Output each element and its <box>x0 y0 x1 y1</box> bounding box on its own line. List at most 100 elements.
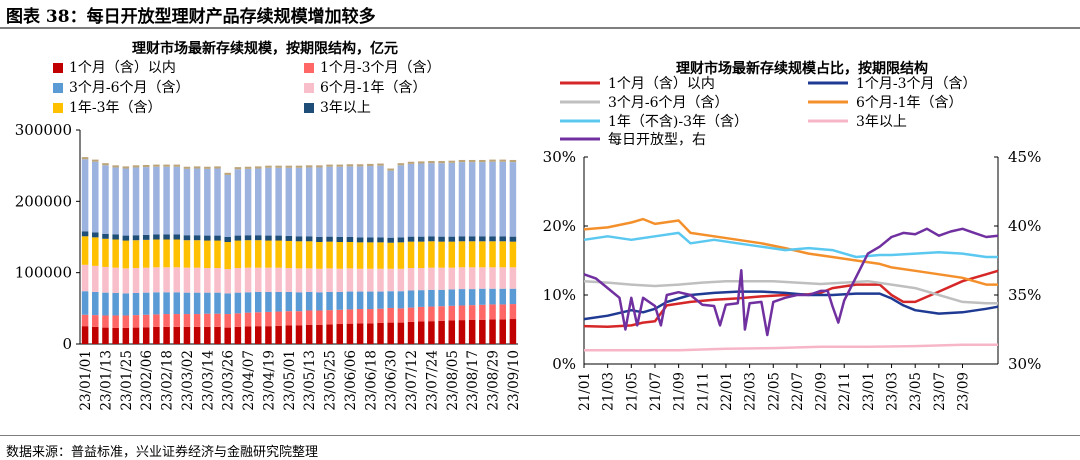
bar-segment <box>214 326 221 344</box>
x-tick-label: 23/07/12 <box>404 350 420 411</box>
figure-title: 图表 38：每日开放型理财产品存续规模增加较多 <box>6 7 376 27</box>
bar-segment <box>285 165 293 168</box>
bar-segment <box>254 291 262 313</box>
bar-segment <box>458 236 466 242</box>
bar-segment <box>316 310 323 325</box>
y-right-tick-label: 35% <box>1008 286 1041 304</box>
bar-segment <box>193 267 201 293</box>
bar-segment <box>468 267 476 290</box>
bar-segment <box>509 267 517 289</box>
bar-segment <box>295 311 303 326</box>
bar-segment <box>234 292 242 314</box>
bar-segment <box>479 288 486 305</box>
x-tick-label: 22/03 <box>743 372 759 411</box>
bar-segment <box>163 292 170 315</box>
bar-segment <box>428 241 435 268</box>
bar-segment <box>153 326 160 344</box>
bar-segment <box>509 304 517 320</box>
bar-segment <box>367 291 374 310</box>
legend-label: 6个月-1年（含） <box>320 80 427 96</box>
bar-segment <box>468 159 476 163</box>
bar-segment <box>346 241 354 269</box>
bar-segment <box>173 314 181 327</box>
bar-segment <box>244 240 252 268</box>
legend-label: 1年-3年（含） <box>69 100 162 116</box>
bar-segment <box>346 237 354 242</box>
bar-segment <box>448 267 456 290</box>
bar-segment <box>356 237 364 243</box>
x-tick-label: 23/01/01 <box>78 350 94 411</box>
bar-segment <box>346 291 354 310</box>
bar-segment <box>244 166 252 169</box>
bar-segment <box>367 323 374 344</box>
bar-segment <box>81 326 89 344</box>
bar-segment <box>489 159 496 162</box>
bar-segment <box>326 166 333 237</box>
legend-label: 每日开放型，右 <box>608 132 706 148</box>
bar-segment <box>295 292 303 312</box>
x-tick-label: 21/07 <box>648 372 664 411</box>
bar-segment <box>438 306 445 321</box>
bar-segment <box>275 240 282 268</box>
bar-segment <box>112 239 119 268</box>
bar-segment <box>265 167 272 236</box>
bar-segment <box>163 164 170 167</box>
bar-segment <box>438 161 445 164</box>
x-tick-label: 23/08/29 <box>486 350 502 411</box>
bar-segment <box>367 242 374 269</box>
x-tick-label: 23/01 <box>861 372 877 411</box>
bar-segment <box>489 161 496 237</box>
legend-label: 3年以上 <box>856 114 907 130</box>
bar-segment <box>275 311 282 326</box>
bar-segment <box>377 291 384 309</box>
bar-segment <box>224 327 231 344</box>
bar-segment <box>316 167 323 237</box>
bar-segment <box>92 326 99 344</box>
bar-segment <box>387 291 394 308</box>
bar-segment <box>265 311 272 327</box>
bar-segment <box>173 267 181 293</box>
bar-segment <box>224 269 231 294</box>
bar-segment <box>387 242 394 269</box>
bar-segment <box>224 241 231 270</box>
bar-segment <box>163 267 170 293</box>
bar-segment <box>122 168 130 236</box>
bar-segment <box>305 268 313 292</box>
bar-segment <box>367 268 374 292</box>
bar-segment <box>153 267 160 293</box>
bar-segment <box>448 241 456 268</box>
bar-segment <box>346 309 354 324</box>
bar-segment <box>142 327 150 344</box>
bar-segment <box>397 268 405 292</box>
bar-segment <box>489 267 496 289</box>
legend-label: 3年以上 <box>320 100 371 116</box>
legend-swatch <box>53 63 63 73</box>
bar-segment <box>142 292 150 315</box>
bar-segment <box>275 235 282 241</box>
bar-segment <box>214 268 221 293</box>
bar-segment <box>183 267 191 293</box>
bar-segment <box>458 241 466 268</box>
bar-segment <box>112 234 119 240</box>
x-tick-label: 23/05 <box>908 372 924 411</box>
bar-segment <box>479 304 486 320</box>
bar-segment <box>438 320 445 344</box>
y-left-tick-label: 30% <box>543 148 576 166</box>
bar-segment <box>102 163 109 166</box>
bar-segment <box>204 235 211 241</box>
bar-segment <box>102 315 109 328</box>
bar-segment <box>214 292 221 314</box>
bar-segment <box>193 168 201 236</box>
bar-segment <box>305 291 313 311</box>
bar-segment <box>407 163 415 237</box>
bar-segment <box>428 163 435 237</box>
x-tick-label: 22/09 <box>814 372 830 411</box>
x-tick-label: 22/05 <box>766 372 782 411</box>
bar-segment <box>417 290 425 307</box>
x-tick-label: 22/01 <box>719 372 735 411</box>
bar-segment <box>316 237 323 242</box>
bar-segment <box>346 268 354 292</box>
bar-segment <box>377 268 384 292</box>
legend-swatch <box>304 83 314 93</box>
x-tick-label: 21/11 <box>695 372 711 411</box>
